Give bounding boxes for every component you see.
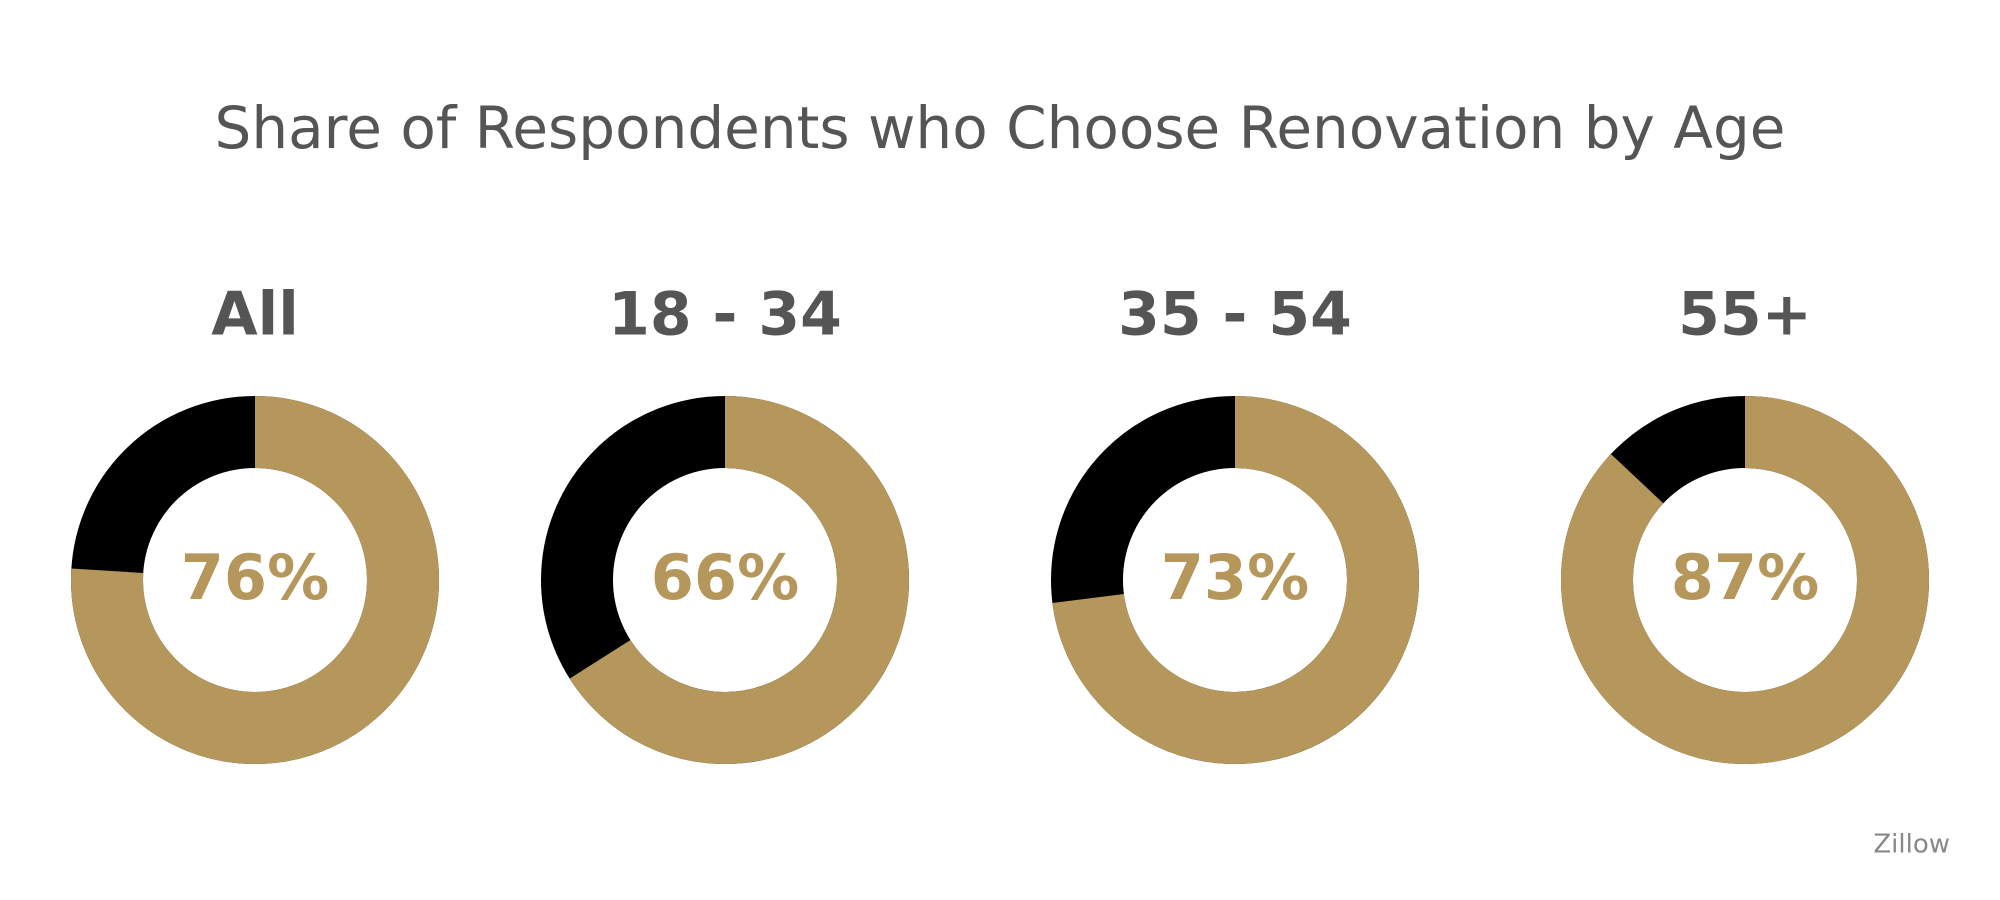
donut-title: 18 - 34 — [608, 280, 842, 350]
value-label: 87% — [1671, 541, 1819, 614]
donut-segment — [569, 396, 909, 764]
source: Zillow — [1873, 830, 1950, 860]
donut-title: 55+ — [1678, 280, 1812, 350]
value-label: 66% — [651, 541, 799, 614]
chart-title: Share of Respondents who Choose Renovati… — [215, 94, 1786, 162]
donut-title: 35 - 54 — [1118, 280, 1352, 350]
value-label: 76% — [181, 541, 329, 614]
donut-segment — [1561, 396, 1929, 764]
value-label: 73% — [1161, 541, 1309, 614]
donut-title: All — [211, 280, 299, 350]
donut-segment — [1052, 396, 1419, 764]
donut-segment — [71, 396, 439, 764]
